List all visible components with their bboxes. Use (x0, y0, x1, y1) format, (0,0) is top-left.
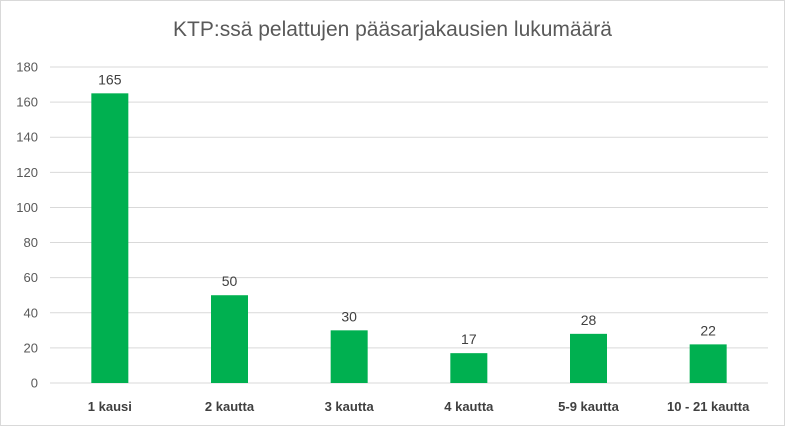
bar (91, 93, 129, 383)
y-axis-tick-labels: 0 20 40 60 80 100 120 140 160 180 (16, 60, 38, 391)
x-category-label: 1 kausi (88, 399, 132, 414)
bar (211, 295, 248, 383)
bar (570, 333, 607, 383)
data-label: 17 (461, 331, 477, 347)
bars (91, 93, 727, 383)
y-tick-label: 140 (16, 130, 38, 145)
chart-title: KTP:ssä pelattujen pääsarjakausien lukum… (173, 18, 612, 41)
y-tick-label: 180 (16, 60, 38, 75)
y-tick-label: 60 (24, 270, 38, 285)
data-labels: 165 50 30 17 28 22 (98, 71, 716, 347)
x-category-label: 3 kautta (325, 399, 375, 414)
y-tick-label: 100 (16, 200, 38, 215)
data-label: 22 (700, 322, 716, 338)
bar (689, 344, 727, 383)
x-category-label: 10 - 21 kautta (667, 399, 750, 414)
x-axis-category-labels: 1 kausi 2 kautta 3 kautta 4 kautta 5-9 kautt… (88, 399, 750, 414)
gridlines (50, 66, 768, 384)
x-category-label: 4 kautta (444, 399, 494, 414)
bar (450, 353, 488, 383)
y-tick-label: 0 (31, 376, 38, 391)
x-category-label: 2 kautta (205, 399, 255, 414)
y-tick-label: 120 (16, 165, 38, 180)
data-label: 30 (341, 308, 357, 324)
bar (330, 330, 368, 383)
y-tick-label: 20 (24, 340, 38, 355)
data-label: 28 (581, 312, 597, 328)
y-tick-label: 160 (16, 95, 38, 110)
data-label: 165 (98, 71, 122, 87)
y-tick-label: 80 (24, 235, 38, 250)
y-tick-label: 40 (24, 305, 38, 320)
data-label: 50 (222, 273, 238, 289)
x-category-label: 5-9 kautta (558, 399, 619, 414)
